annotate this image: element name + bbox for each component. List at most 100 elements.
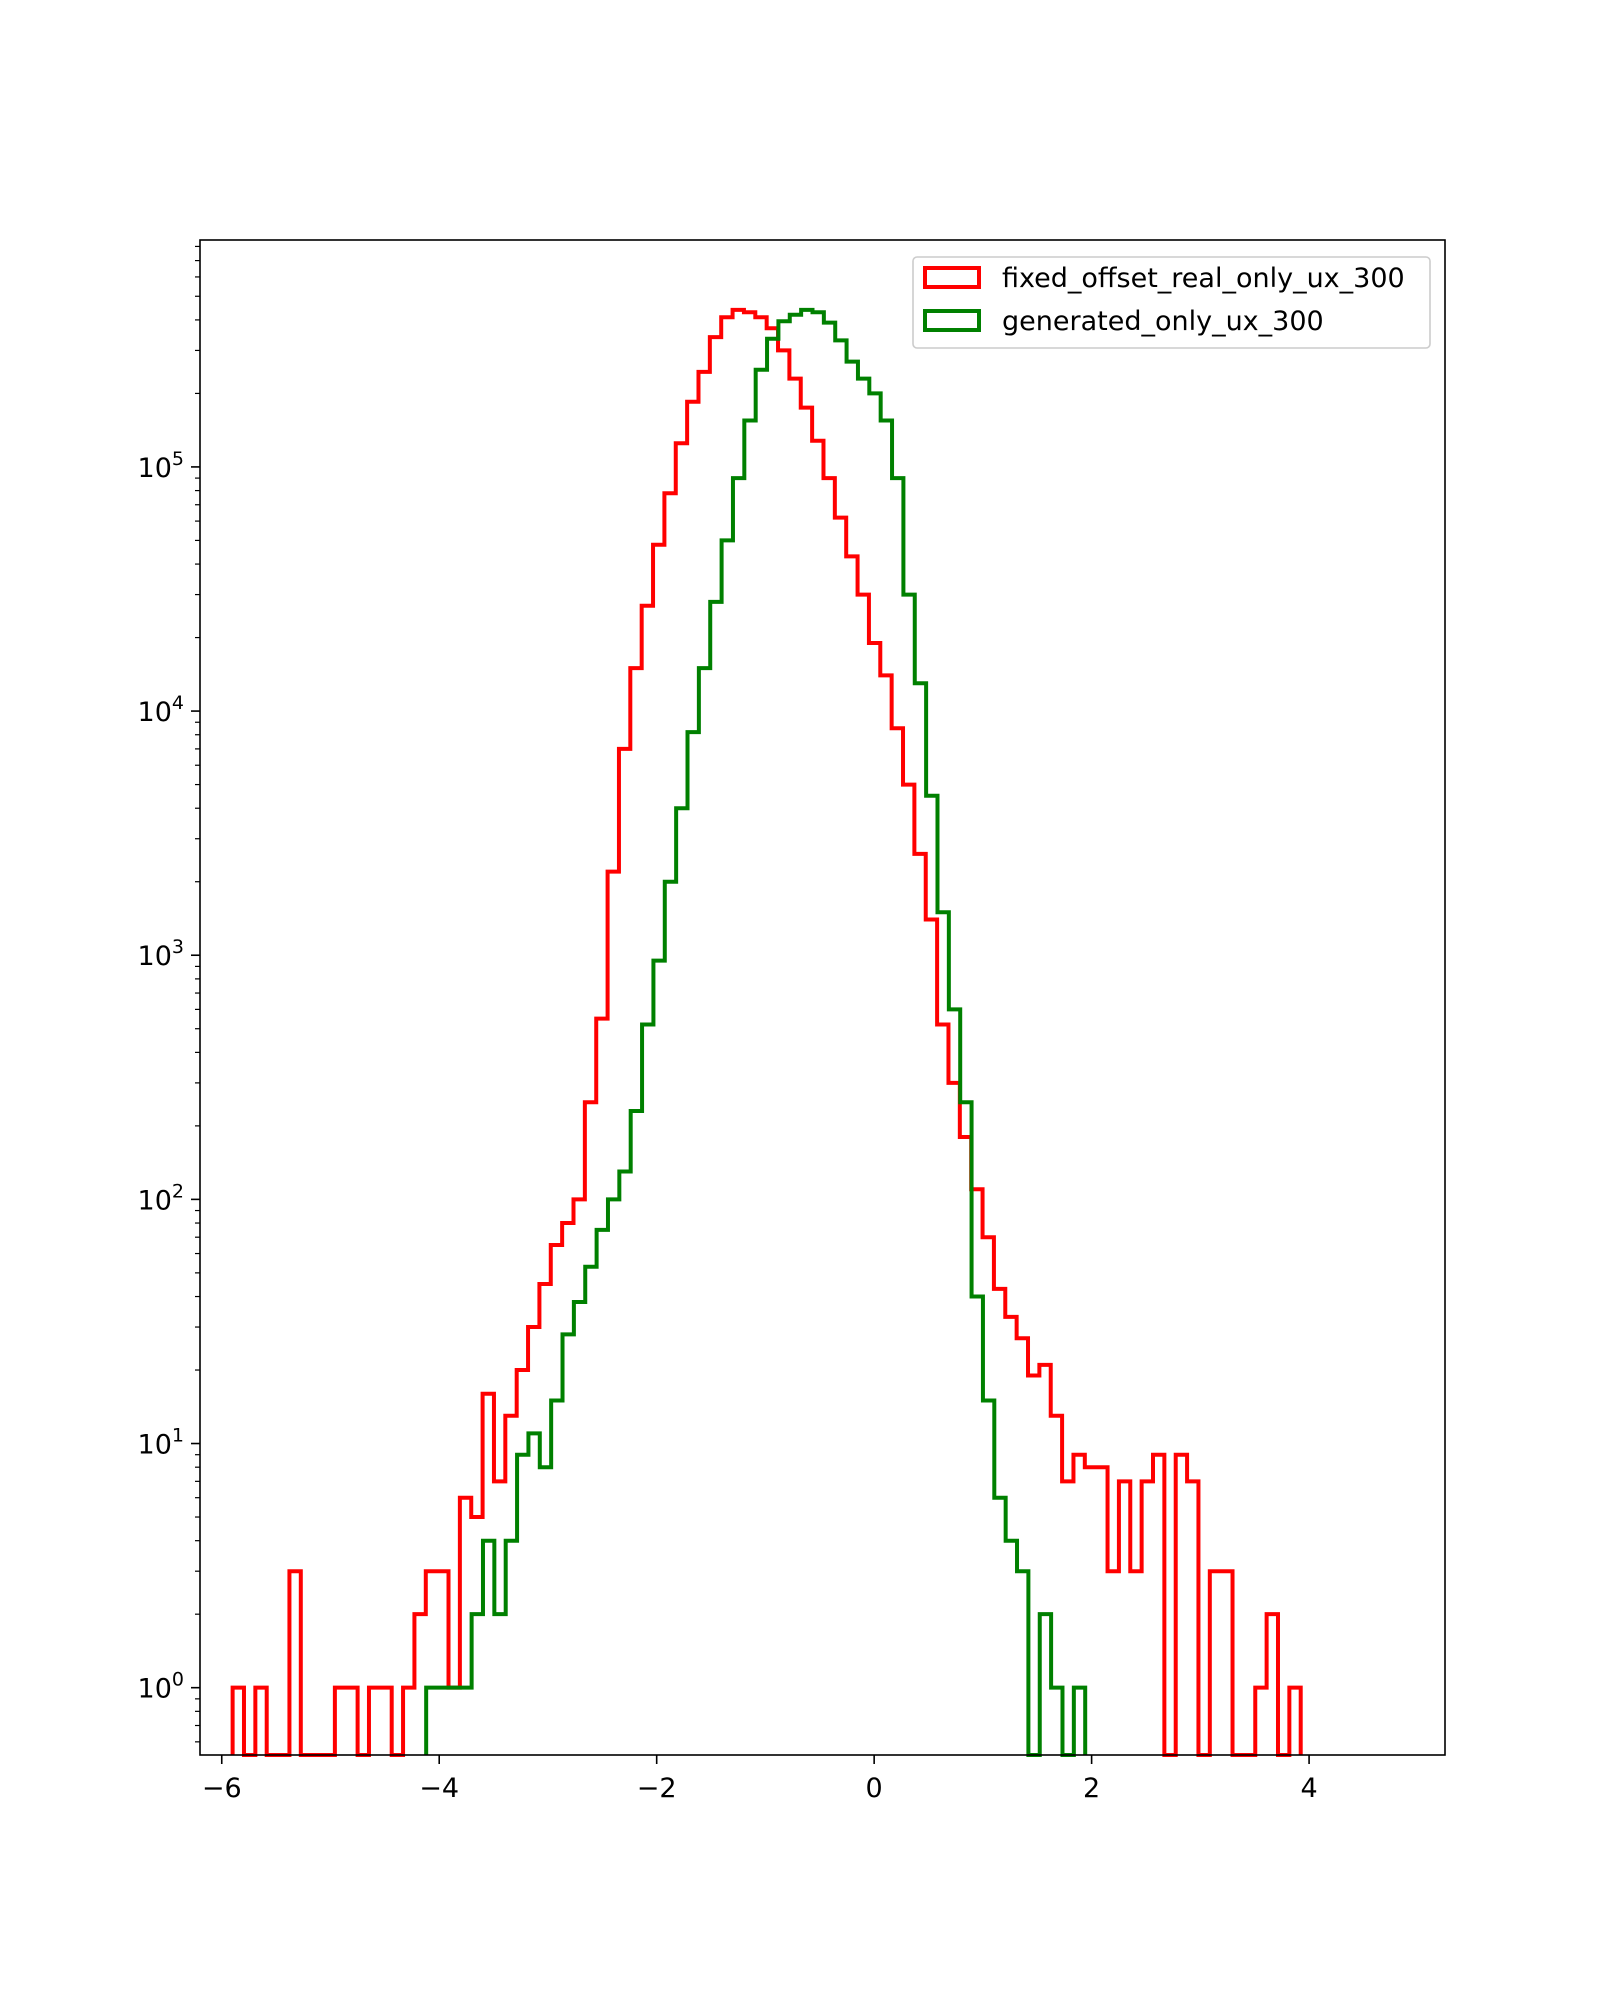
- hist-bin: [858, 595, 869, 1755]
- series-0: [230, 307, 1303, 1757]
- hist-bin: [824, 323, 835, 1755]
- x-tick-label: −4: [419, 1773, 459, 1804]
- hist-bin: [1108, 1571, 1119, 1755]
- legend-swatch-red: [923, 266, 981, 289]
- hist-bin: [892, 478, 903, 1755]
- legend: fixed_offset_real_only_ux_300 generated_…: [912, 256, 1431, 349]
- hist-bin: [687, 402, 698, 1755]
- hist-bin: [823, 478, 834, 1755]
- hist-bin: [619, 1172, 630, 1755]
- hist-bin: [528, 1327, 539, 1755]
- hist-bin: [517, 1370, 528, 1755]
- series-line-1: [424, 307, 1088, 1757]
- hist-bin: [755, 317, 766, 1755]
- hist-bin: [767, 328, 778, 1755]
- hist-bin: [574, 1199, 585, 1755]
- y-tick-label: 102: [138, 1180, 184, 1216]
- hist-bin: [665, 882, 676, 1755]
- hist-bin: [881, 420, 892, 1755]
- hist-bin: [438, 1688, 449, 1755]
- hist-bin: [562, 1223, 573, 1755]
- hist-bin: [574, 1302, 585, 1755]
- hist-bin: [892, 728, 903, 1755]
- hist-bin: [903, 785, 914, 1755]
- hist-bin: [699, 668, 710, 1755]
- legend-label-generated: generated_only_ux_300: [1002, 306, 1324, 337]
- x-tick-label: 4: [1300, 1773, 1317, 1804]
- hist-bin: [744, 312, 755, 1755]
- hist-bin: [460, 1688, 471, 1755]
- hist-bin: [801, 408, 812, 1755]
- y-tick-label: 105: [138, 448, 184, 484]
- series-line-0: [230, 307, 1303, 1757]
- hist-bin: [835, 518, 846, 1755]
- hist-bin: [869, 643, 880, 1755]
- y-tick-label: 103: [138, 936, 184, 972]
- hist-bin: [653, 961, 664, 1755]
- hist-bin: [551, 1245, 562, 1755]
- hist-bin: [926, 920, 937, 1755]
- series-1: [424, 307, 1088, 1757]
- hist-bin: [710, 337, 721, 1755]
- hist-bin: [608, 1199, 619, 1755]
- hist-bin: [631, 1111, 642, 1755]
- hist-bin: [449, 1688, 460, 1755]
- y-axis: 100 101 102 103 104 105: [138, 245, 200, 1743]
- hist-bin: [744, 420, 755, 1755]
- hist-bin: [801, 310, 812, 1755]
- hist-bin: [914, 854, 925, 1755]
- x-tick-label: 2: [1083, 1773, 1100, 1804]
- hist-bin: [1130, 1571, 1141, 1755]
- hist-bin: [915, 683, 926, 1755]
- hist-bin: [585, 1267, 596, 1755]
- hist-bin: [597, 1230, 608, 1755]
- hist-bin: [960, 1137, 971, 1755]
- hist-bin: [653, 545, 664, 1755]
- hist-bin: [722, 540, 733, 1755]
- hist-bin: [778, 350, 789, 1755]
- hist-bin: [596, 1019, 607, 1755]
- hist-bin: [698, 372, 709, 1755]
- hist-bin: [676, 443, 687, 1755]
- legend-box: [912, 256, 1431, 349]
- x-tick-label: 0: [866, 1773, 883, 1804]
- series-layer: [230, 307, 1303, 1757]
- hist-bin: [528, 1433, 539, 1755]
- y-tick-label: 101: [138, 1425, 184, 1461]
- hist-bin: [937, 1025, 948, 1755]
- hist-bin: [642, 1025, 653, 1755]
- legend-label-fixed-offset: fixed_offset_real_only_ux_300: [1002, 263, 1405, 294]
- hist-bin: [994, 1289, 1005, 1755]
- hist-bin: [789, 379, 800, 1755]
- hist-bin: [846, 556, 857, 1755]
- hist-bin: [767, 339, 778, 1755]
- hist-bin: [903, 595, 914, 1755]
- x-tick-label: −2: [637, 1773, 677, 1804]
- hist-bin: [539, 1284, 550, 1755]
- x-tick-label: −6: [202, 1773, 242, 1804]
- hist-bin: [756, 370, 767, 1755]
- hist-bin: [733, 478, 744, 1755]
- hist-bin: [540, 1467, 551, 1755]
- hist-bin: [710, 602, 721, 1755]
- y-tick-label: 104: [138, 692, 184, 728]
- hist-bin: [664, 493, 675, 1755]
- hist-bin: [778, 321, 789, 1755]
- hist-bin: [630, 668, 641, 1755]
- hist-bin: [721, 317, 732, 1755]
- legend-swatch-green: [923, 309, 981, 332]
- hist-bin: [858, 379, 869, 1755]
- hist-bin: [813, 312, 824, 1755]
- hist-bin: [948, 1083, 959, 1755]
- hist-bin: [688, 732, 699, 1755]
- plot-frame: [199, 239, 1446, 1756]
- hist-bin: [676, 808, 687, 1755]
- hist-bin: [642, 606, 653, 1755]
- y-tick-label: 100: [138, 1669, 184, 1705]
- hist-bin: [494, 1614, 505, 1755]
- x-axis: −6 −4 −2 0 2 4: [202, 1755, 1318, 1804]
- hist-bin: [880, 675, 891, 1755]
- hist-bin: [869, 393, 880, 1755]
- hist-bin: [619, 749, 630, 1755]
